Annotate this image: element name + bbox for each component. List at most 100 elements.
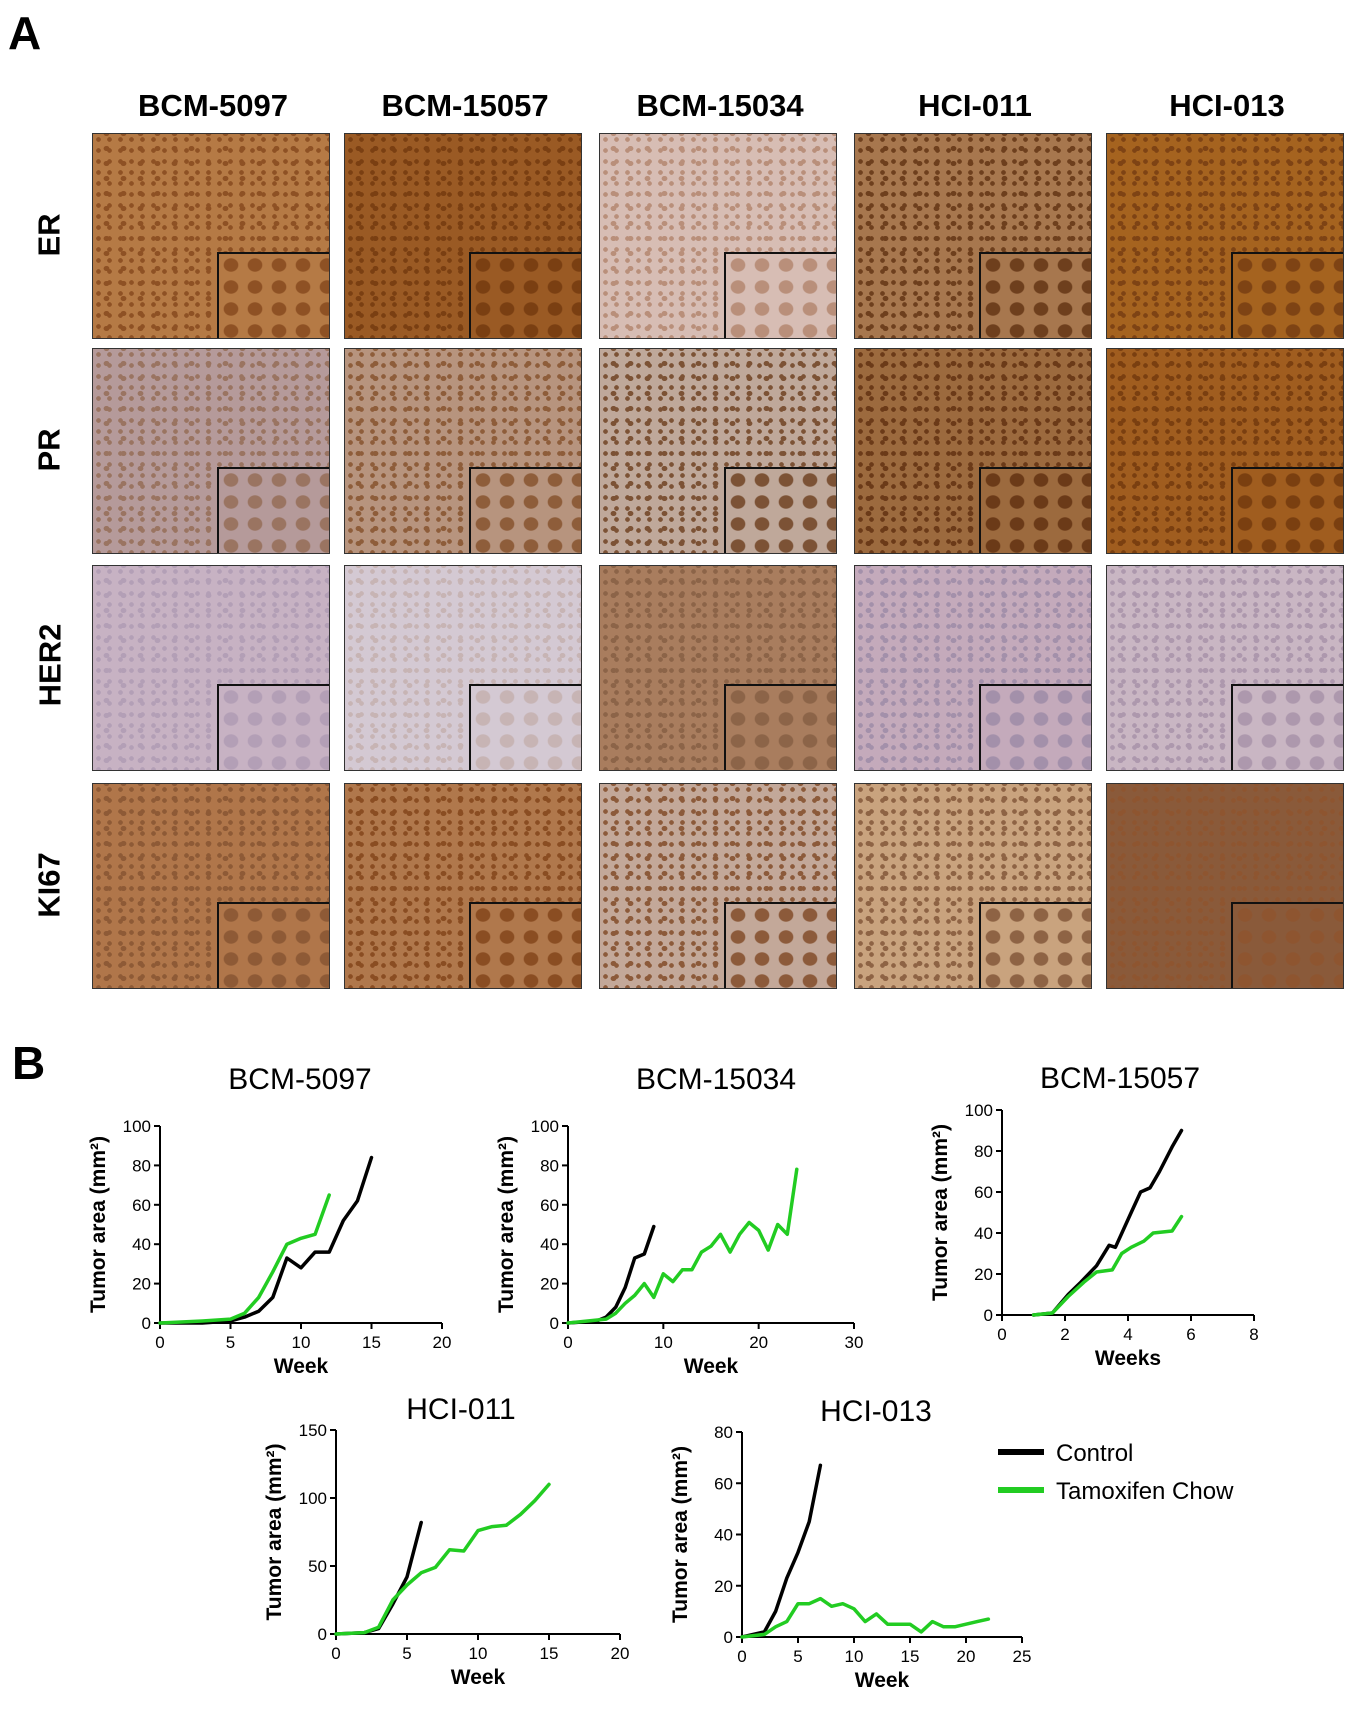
x-tick-label: 5 <box>793 1647 802 1666</box>
x-tick-label: 20 <box>611 1644 630 1663</box>
x-tick-label: 0 <box>155 1333 164 1352</box>
y-tick-label: 100 <box>299 1489 327 1508</box>
ihc-tile-pr-hci-013 <box>1106 348 1344 554</box>
x-tick-label: 15 <box>901 1647 920 1666</box>
x-axis-label: Week <box>855 1669 910 1692</box>
y-tick-label: 40 <box>540 1235 559 1254</box>
series-line-tamoxifen-chow <box>740 1596 991 1639</box>
ihc-tile-inset <box>469 467 581 553</box>
y-tick-label: 80 <box>132 1156 151 1175</box>
y-tick-label: 80 <box>974 1142 993 1161</box>
chart-title: HCI-013 <box>820 1395 932 1428</box>
ihc-tile-pr-bcm-5097 <box>92 348 330 554</box>
x-tick-label: 30 <box>845 1333 864 1352</box>
y-tick-label: 150 <box>299 1421 327 1440</box>
ihc-tile-er-hci-011 <box>854 133 1092 339</box>
ihc-tile-ki67-hci-013 <box>1106 783 1344 989</box>
chart-title: BCM-5097 <box>228 1063 371 1096</box>
chart-2: BCM-15057 0 20 40 60 80 100 0 2 4 6 8 Weeks Tumor are… <box>929 1062 1259 1370</box>
ihc-tile-inset <box>217 902 329 988</box>
y-axis-label: Tumor area (mm²) <box>929 1124 952 1301</box>
ihc-tile-inset <box>1231 252 1343 338</box>
chart-title: HCI-011 <box>406 1393 515 1426</box>
ihc-tile-inset <box>979 252 1091 338</box>
y-tick-label: 40 <box>714 1526 733 1545</box>
y-tick-label: 0 <box>142 1314 151 1333</box>
x-tick-label: 0 <box>737 1647 746 1666</box>
x-tick-label: 10 <box>654 1333 673 1352</box>
x-tick-label: 15 <box>362 1333 381 1352</box>
y-tick-label: 60 <box>540 1196 559 1215</box>
legend-label-control: Control <box>1056 1440 1133 1467</box>
chart-title: BCM-15034 <box>636 1063 796 1096</box>
y-tick-label: 20 <box>974 1265 993 1284</box>
column-header-bcm-15057: BCM-15057 <box>381 88 549 123</box>
ihc-tile-inset <box>217 467 329 553</box>
ihc-tile-her2-hci-011 <box>854 565 1092 771</box>
ihc-tile-inset <box>217 684 329 770</box>
column-header-hci-011: HCI-011 <box>918 88 1032 123</box>
chart-0: BCM-5097 0 20 40 60 80 100 0 5 10 15 20 Week Tumor ar… <box>87 1063 451 1378</box>
ihc-tile-pr-bcm-15057 <box>344 348 582 554</box>
ihc-tile-pr-bcm-15034 <box>599 348 837 554</box>
ihc-tile-er-bcm-15034 <box>599 133 837 339</box>
series-line-control <box>740 1463 823 1639</box>
x-tick-label: 10 <box>469 1644 488 1663</box>
y-tick-label: 20 <box>540 1275 559 1294</box>
legend-label-tamoxifen-chow: Tamoxifen Chow <box>1056 1478 1234 1505</box>
y-axis-label: Tumor area (mm²) <box>87 1136 110 1313</box>
x-tick-label: 10 <box>292 1333 311 1352</box>
y-tick-label: 20 <box>132 1275 151 1294</box>
chart-4: HCI-013 0 20 40 60 80 0 5 10 15 20 25 Week Tumor area… <box>669 1395 1031 1692</box>
x-tick-label: 20 <box>749 1333 768 1352</box>
x-axis-label: Week <box>684 1355 739 1378</box>
y-tick-label: 100 <box>965 1101 993 1120</box>
x-tick-label: 5 <box>226 1333 235 1352</box>
x-tick-label: 5 <box>402 1644 411 1663</box>
ihc-tile-inset <box>979 684 1091 770</box>
x-tick-label: 20 <box>433 1333 452 1352</box>
ihc-tile-inset <box>469 902 581 988</box>
x-axis-label: Weeks <box>1095 1347 1161 1370</box>
y-axis-label: Tumor area (mm²) <box>495 1136 518 1313</box>
ihc-tile-pr-hci-011 <box>854 348 1092 554</box>
y-tick-label: 60 <box>132 1196 151 1215</box>
x-tick-label: 0 <box>997 1325 1006 1344</box>
ihc-tile-inset <box>469 684 581 770</box>
x-tick-label: 0 <box>563 1333 572 1352</box>
ihc-tile-inset <box>724 467 836 553</box>
ihc-tile-her2-bcm-5097 <box>92 565 330 771</box>
column-header-hci-013: HCI-013 <box>1169 88 1285 123</box>
panel-a-label: A <box>8 7 42 59</box>
ihc-tile-inset <box>979 467 1091 553</box>
y-tick-label: 60 <box>974 1183 993 1202</box>
x-tick-label: 20 <box>957 1647 976 1666</box>
series-line-control <box>566 1224 656 1325</box>
ihc-tile-her2-bcm-15034 <box>599 565 837 771</box>
ihc-tile-inset <box>1231 684 1343 770</box>
y-tick-label: 0 <box>318 1625 327 1644</box>
y-tick-label: 0 <box>550 1314 559 1333</box>
y-tick-label: 60 <box>714 1474 733 1493</box>
series-line-control <box>334 1520 423 1636</box>
legend: Control Tamoxifen Chow <box>998 1440 1234 1505</box>
x-tick-label: 8 <box>1249 1325 1258 1344</box>
series-line-tamoxifen-chow <box>158 1193 331 1325</box>
ihc-tile-inset <box>1231 467 1343 553</box>
ihc-tile-ki67-bcm-15057 <box>344 783 582 989</box>
chart-title: BCM-15057 <box>1040 1062 1200 1095</box>
x-tick-label: 2 <box>1060 1325 1069 1344</box>
y-tick-label: 40 <box>132 1235 151 1254</box>
column-header-bcm-5097: BCM-5097 <box>138 88 288 123</box>
y-tick-label: 0 <box>984 1306 993 1325</box>
x-tick-label: 4 <box>1123 1325 1132 1344</box>
ihc-tile-ki67-bcm-5097 <box>92 783 330 989</box>
y-tick-label: 20 <box>714 1577 733 1596</box>
chart-1: BCM-15034 0 20 40 60 80 100 0 10 20 30 Week Tumor ar… <box>495 1063 863 1378</box>
series-line-control <box>1031 1128 1184 1317</box>
ihc-tile-inset <box>724 684 836 770</box>
series-line-tamoxifen-chow <box>1031 1214 1184 1317</box>
x-tick-label: 25 <box>1013 1647 1032 1666</box>
series-line-tamoxifen-chow <box>566 1167 799 1325</box>
